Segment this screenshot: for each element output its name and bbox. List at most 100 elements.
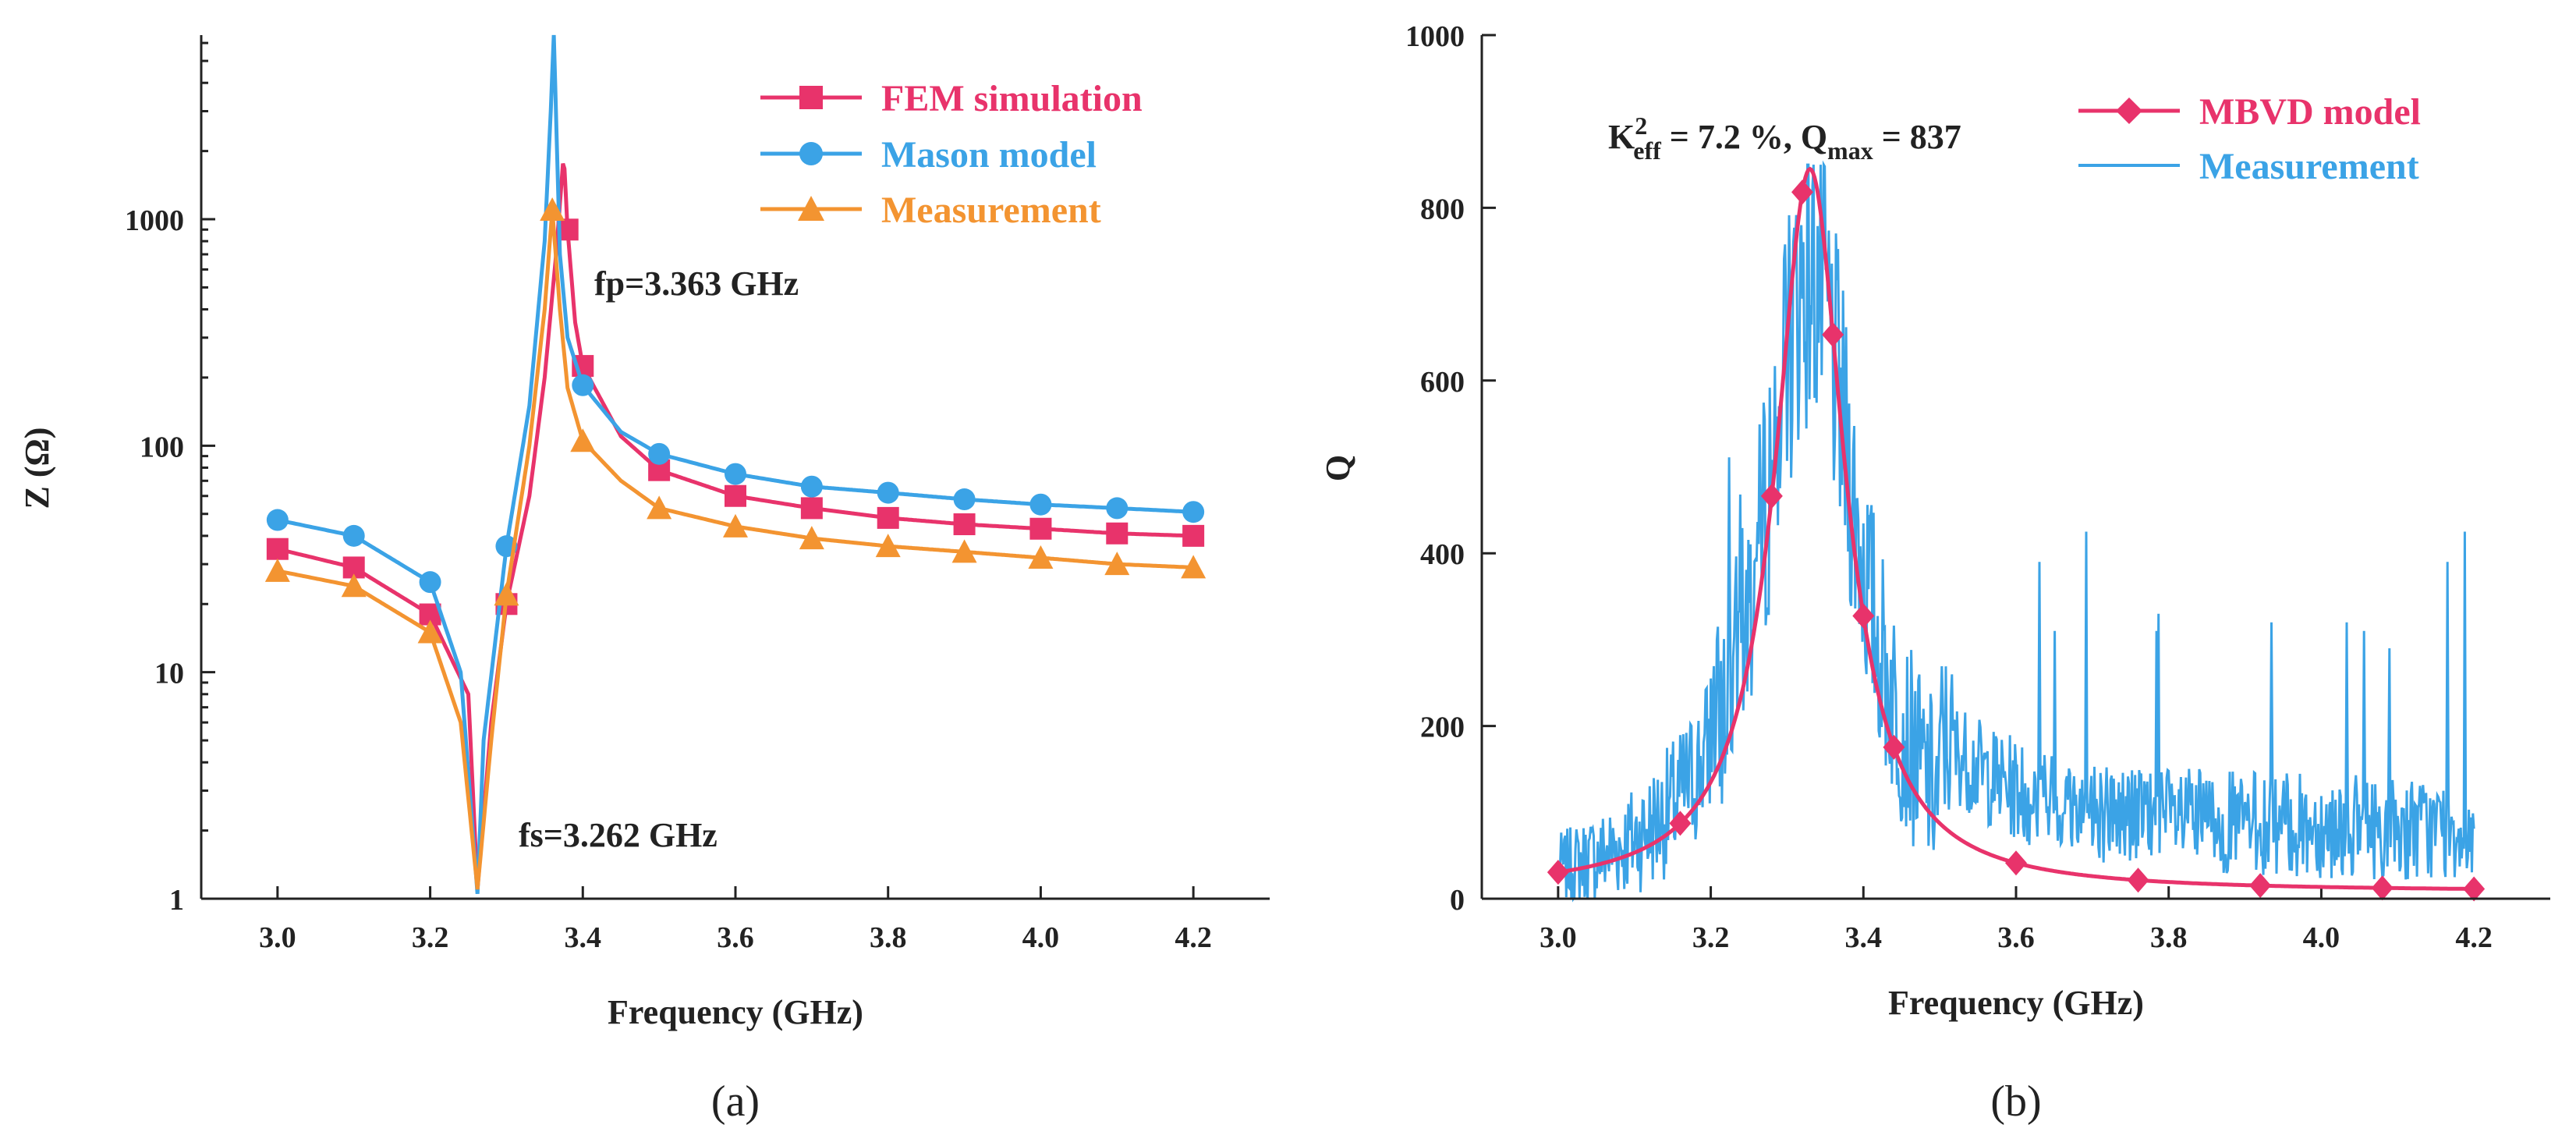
chart-b-marker-mbvd: [1669, 811, 1692, 836]
legend-fem-label: FEM simulation: [881, 78, 1143, 119]
chart-a-y-tick-label: 100: [140, 431, 184, 463]
chart-a-marker-mason: [266, 509, 289, 531]
chart-b-series-line-mbvd: [1557, 166, 2475, 891]
chart-b-x-tick-label: 3.8: [2150, 921, 2188, 954]
legend-mbvd-label: MBVD model: [2199, 91, 2421, 133]
chart-b-series: [1547, 160, 2486, 903]
chart-b-x-axis-title: Frequency (GHz): [1888, 984, 2144, 1022]
legend-item-measurement-b: Measurement: [2078, 146, 2419, 187]
chart-a-x-tick-label: 3.4: [565, 921, 602, 954]
chart-b-x-tick-label: 3.6: [1997, 921, 2035, 954]
chart-b-legend: MBVD model Measurement: [2078, 91, 2421, 187]
chart-a-marker-measurement: [1181, 555, 1207, 579]
chart-a-ticks: 3.0 3.2 3.4 3.6 3.8 4.0 4.2 1 10 100 1000: [125, 41, 1212, 954]
chart-a-marker-mason: [1106, 497, 1129, 520]
chart-a-marker-fem: [1029, 517, 1052, 540]
chart-a-marker-measurement: [723, 513, 748, 538]
chart-a-marker-mason: [877, 481, 899, 504]
chart-a-annotation-fp: fp=3.363 GHz: [594, 264, 799, 303]
chart-a-y-tick-label: 1: [169, 884, 184, 917]
legend-item-fem: FEM simulation: [760, 78, 1143, 119]
chart-a-marker-fem: [1106, 522, 1129, 545]
chart-b-x-tick-label: 3.0: [1540, 921, 1577, 954]
chart-a-marker-mason: [572, 374, 594, 396]
chart-b-marker-mbvd: [2463, 876, 2486, 902]
chart-a-marker-fem: [953, 513, 976, 536]
chart-a-x-tick-label: 4.2: [1175, 921, 1212, 954]
chart-a-y-tick-label: 10: [154, 658, 184, 690]
chart-a-y-tick-label: 1000: [125, 204, 184, 237]
chart-b-y-tick-label: 400: [1420, 538, 1465, 571]
legend-mbvd-marker: [2116, 98, 2142, 124]
chart-b-y-tick-label: 200: [1420, 711, 1465, 744]
chart-a-marker-measurement: [875, 534, 901, 558]
legend-item-mason: Mason model: [760, 134, 1097, 176]
chart-b-marker-mbvd: [2005, 850, 2027, 876]
chart-a-marker-measurement: [264, 558, 290, 582]
legend-mason-marker: [799, 142, 823, 165]
chart-a-marker-measurement: [1104, 552, 1130, 576]
chart-b-panel-label: (b): [1990, 1077, 2041, 1126]
chart-a-x-tick-label: 3.6: [717, 921, 754, 954]
chart-b-y-tick-label: 800: [1420, 193, 1465, 225]
chart-a-x-tick-label: 4.0: [1022, 921, 1060, 954]
chart-a-x-tick-label: 3.0: [259, 921, 296, 954]
legend-mason-label: Mason model: [881, 134, 1097, 176]
chart-a-series: [264, 34, 1207, 894]
chart-a-marker-fem: [1182, 524, 1205, 547]
chart-a-marker-measurement: [494, 582, 519, 606]
chart-b-marker-mbvd: [2371, 875, 2394, 901]
chart-b-y-axis-title: Q: [1319, 455, 1357, 481]
chart-a-marker-mason: [725, 463, 746, 485]
chart-a-x-tick-label: 3.2: [412, 921, 449, 954]
chart-b-series-line-measurement: [1557, 160, 2475, 903]
chart-b-x-tick-label: 4.2: [2455, 921, 2493, 954]
chart-a-marker-mason: [1182, 501, 1205, 523]
chart-a-marker-measurement: [540, 197, 565, 221]
legend-meas-a-marker: [798, 196, 824, 221]
legend-item-measurement-a: Measurement: [760, 190, 1101, 231]
chart-a-marker-mason: [648, 442, 671, 465]
chart-a-marker-fem: [877, 506, 899, 529]
chart-b-x-tick-label: 4.0: [2303, 921, 2340, 954]
chart-b-y-tick-label: 600: [1420, 366, 1465, 399]
chart-b: 3.0 3.2 3.4 3.6 3.8 4.0 4.2 0 200 400 600 800 1000 F…: [1319, 20, 2550, 1126]
chart-a-marker-measurement: [1028, 545, 1054, 569]
legend-item-mbvd: MBVD model: [2078, 91, 2421, 133]
chart-b-marker-mbvd: [1852, 603, 1875, 629]
chart-a-marker-measurement: [951, 539, 977, 563]
chart-b-marker-mbvd: [1791, 179, 1813, 205]
chart-b-x-tick-label: 3.4: [1845, 921, 1883, 954]
chart-b-marker-mbvd: [2249, 873, 2272, 899]
chart-a-marker-measurement: [647, 495, 672, 520]
chart-b-ticks: 3.0 3.2 3.4 3.6 3.8 4.0 4.2 0 200 400 600 800 1000: [1405, 20, 2493, 954]
legend-fem-marker: [799, 86, 823, 109]
chart-b-marker-mbvd: [1822, 322, 1844, 348]
chart-b-marker-mbvd: [1547, 860, 1569, 885]
chart-a-marker-mason: [419, 571, 441, 594]
chart-b-x-tick-label: 3.2: [1692, 921, 1730, 954]
chart-a-annotation-fs: fs=3.262 GHz: [519, 816, 718, 854]
chart-a-marker-measurement: [799, 526, 824, 550]
chart-a-marker-mason: [1029, 493, 1052, 516]
chart-a-x-axis-title: Frequency (GHz): [608, 993, 863, 1031]
chart-a-y-axis-title: Z (Ω): [18, 428, 56, 509]
chart-a-marker-mason: [342, 524, 365, 547]
chart-a-marker-fem: [800, 497, 823, 520]
chart-a-x-tick-label: 3.8: [870, 921, 907, 954]
chart-a: 3.0 3.2 3.4 3.6 3.8 4.0 4.2 1 10 100 1000 Frequenc…: [18, 34, 1270, 1126]
chart-b-annotation: K2 eff = 7.2 %, Qmax = 837: [1608, 112, 1961, 165]
legend-meas-b-label: Measurement: [2199, 146, 2419, 187]
legend-meas-a-label: Measurement: [881, 190, 1101, 231]
chart-a-series-line-2: [277, 209, 1194, 890]
chart-a-marker-measurement: [341, 573, 367, 598]
chart-a-marker-measurement: [570, 428, 596, 452]
chart-a-legend: FEM simulation Mason model Measurement: [760, 78, 1143, 231]
chart-a-marker-mason: [953, 488, 976, 511]
chart-a-marker-measurement: [417, 619, 443, 644]
chart-b-y-tick-label: 0: [1450, 884, 1465, 917]
chart-a-marker-mason: [800, 475, 823, 498]
chart-b-marker-mbvd: [1760, 483, 1783, 509]
chart-b-marker-mbvd: [1883, 734, 1905, 760]
